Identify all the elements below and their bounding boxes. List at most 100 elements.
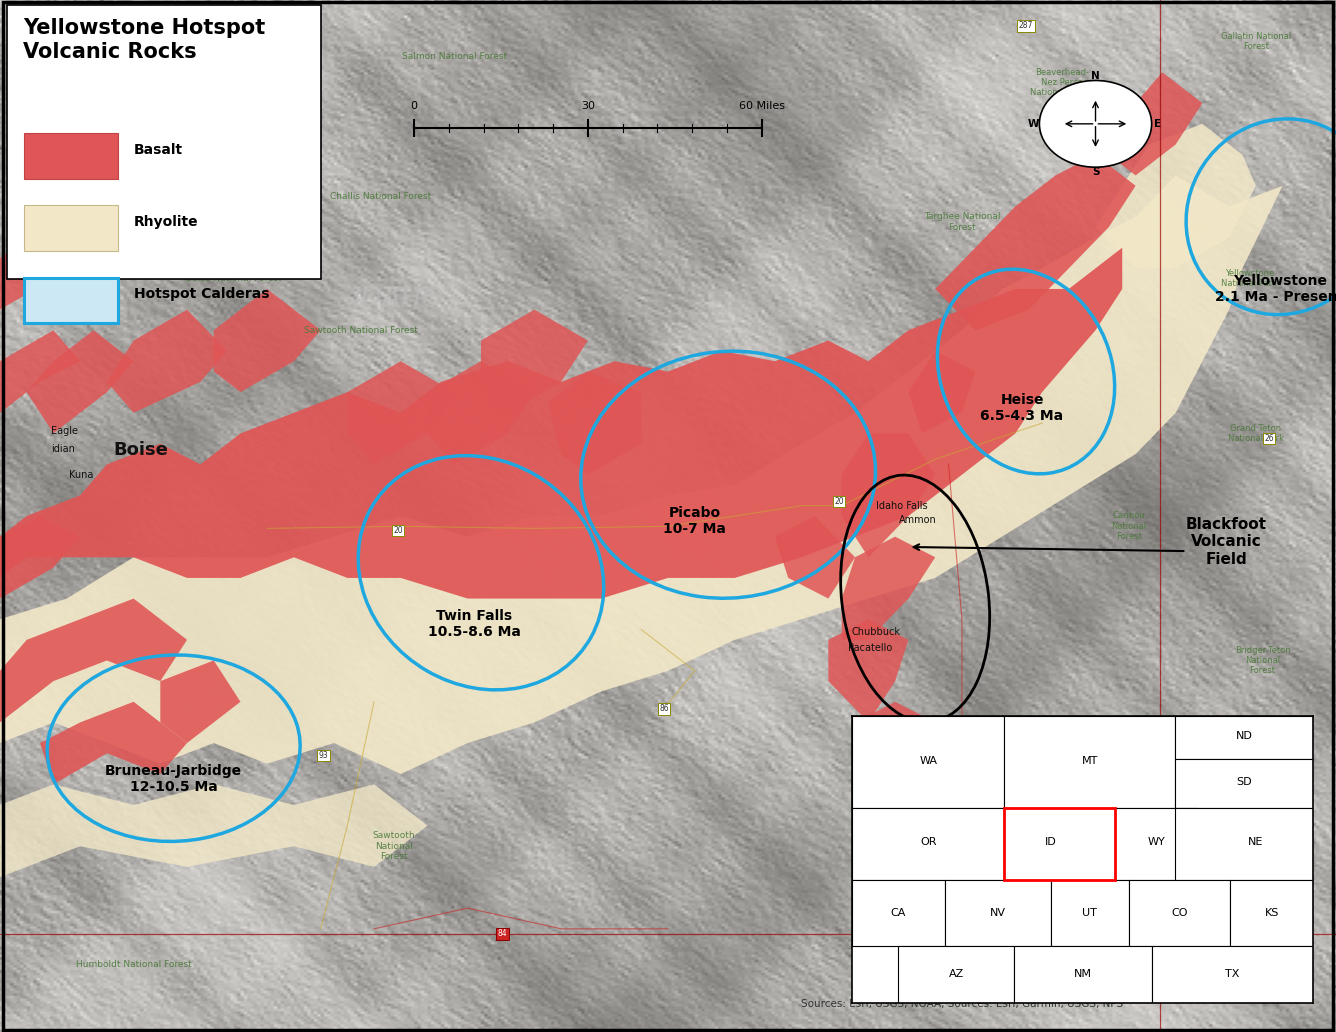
Polygon shape [828, 619, 908, 722]
Bar [1014, 945, 1152, 1003]
Text: Kuna: Kuna [69, 470, 94, 480]
Polygon shape [842, 537, 935, 640]
Bar [1005, 716, 1176, 808]
Text: 189: 189 [1092, 943, 1105, 952]
Bar [899, 945, 1014, 1003]
Polygon shape [0, 516, 80, 599]
Bar [1176, 760, 1313, 808]
Polygon shape [107, 310, 227, 413]
Text: MT: MT [1082, 755, 1098, 766]
Polygon shape [775, 516, 855, 599]
Text: Heise
6.5-4.3 Ma: Heise 6.5-4.3 Ma [981, 392, 1063, 423]
Bar [1230, 879, 1313, 945]
Text: AZ: AZ [949, 969, 963, 979]
Circle shape [1039, 80, 1152, 167]
Text: NE: NE [1248, 837, 1264, 847]
Polygon shape [0, 330, 80, 413]
Text: Boise: Boise [114, 441, 168, 459]
Text: Chubbuck: Chubbuck [851, 626, 900, 637]
Bar [1005, 808, 1116, 879]
Polygon shape [481, 310, 588, 413]
Polygon shape [855, 702, 935, 805]
Text: NM: NM [1074, 969, 1092, 979]
Text: Eagle: Eagle [51, 426, 77, 437]
Text: TX: TX [1225, 969, 1240, 979]
Text: Gallatin National
Forest: Gallatin National Forest [1221, 32, 1291, 51]
Text: 15: 15 [946, 950, 957, 959]
Polygon shape [0, 784, 428, 877]
Text: Grand Teton
National Park: Grand Teton National Park [1228, 424, 1284, 443]
Text: 0: 0 [410, 101, 418, 111]
Text: 86: 86 [659, 705, 669, 713]
Text: WA: WA [919, 755, 938, 766]
Text: Humboldt National Forest: Humboldt National Forest [76, 961, 191, 969]
Text: ND: ND [1236, 732, 1253, 741]
Text: IDAHO: IDAHO [353, 285, 444, 314]
Polygon shape [908, 351, 975, 433]
Text: N: N [1092, 71, 1100, 82]
Bar [1050, 879, 1129, 945]
Polygon shape [428, 361, 534, 464]
Text: Sources: Esri, USGS, NOAA, Sources: Esri, Garmin, USGS, NPS: Sources: Esri, USGS, NOAA, Sources: Esri… [800, 999, 1124, 1009]
Bar [24, 133, 118, 179]
Text: Picabo
10-7 Ma: Picabo 10-7 Ma [663, 506, 727, 537]
Text: Ammon: Ammon [899, 515, 937, 525]
Polygon shape [1096, 72, 1202, 175]
Text: Basalt: Basalt [134, 142, 183, 157]
Text: Sawtooth National Forest: Sawtooth National Forest [303, 326, 418, 334]
Text: Twin Falls
10.5-8.6 Ma: Twin Falls 10.5-8.6 Ma [428, 609, 521, 640]
Text: Rhyolite: Rhyolite [134, 215, 198, 229]
Text: NV: NV [990, 908, 1006, 917]
Bar [945, 879, 1050, 945]
Text: Bruneau-Jarbidge
12-10.5 Ma: Bruneau-Jarbidge 12-10.5 Ma [106, 764, 242, 795]
Polygon shape [1096, 124, 1256, 268]
Bar [1129, 879, 1230, 945]
Text: 20: 20 [834, 497, 844, 506]
Polygon shape [27, 330, 134, 433]
Text: 93: 93 [318, 751, 329, 760]
Text: 84: 84 [497, 930, 508, 938]
Polygon shape [214, 289, 321, 392]
Text: WY: WY [1148, 837, 1165, 847]
Text: S: S [1092, 166, 1100, 176]
Text: Pacatello: Pacatello [848, 643, 892, 653]
Bar [1176, 808, 1313, 879]
Text: CA: CA [891, 908, 906, 917]
Text: 26: 26 [1264, 434, 1275, 443]
Polygon shape [0, 599, 187, 722]
Text: Beaverhead-
Nez Perce
National Forest: Beaverhead- Nez Perce National Forest [1030, 68, 1094, 97]
Bar [24, 278, 118, 323]
Text: 287: 287 [1019, 22, 1033, 30]
Text: Bridger-Teton
National
Forest: Bridger-Teton National Forest [1234, 646, 1291, 675]
Bar [1152, 945, 1313, 1003]
Text: Sawtooth
National
Forest: Sawtooth National Forest [373, 832, 415, 861]
Text: CO: CO [1172, 908, 1188, 917]
Text: Challis National Forest: Challis National Forest [330, 192, 432, 200]
Bar [852, 808, 1005, 879]
Text: 30: 30 [581, 101, 595, 111]
Bar [24, 205, 118, 251]
Text: Yellowstone
National Park: Yellowstone National Park [1221, 269, 1277, 288]
Text: ID: ID [1045, 837, 1057, 847]
Text: Blackfoot
Volcanic
Field: Blackfoot Volcanic Field [1186, 517, 1267, 567]
Text: Boise National Forest: Boise National Forest [186, 275, 282, 283]
Text: Yellowstone Hotspot
Volcanic Rocks: Yellowstone Hotspot Volcanic Rocks [23, 18, 265, 62]
Polygon shape [935, 155, 1136, 330]
Polygon shape [842, 433, 935, 557]
Text: KS: KS [1265, 908, 1279, 917]
Text: 20: 20 [393, 526, 403, 535]
Bar [7, 5, 321, 279]
Text: E: E [1154, 119, 1161, 129]
Polygon shape [0, 248, 1122, 599]
Text: UT: UT [1082, 908, 1097, 917]
Polygon shape [548, 372, 641, 475]
Bar [852, 879, 945, 945]
Bar [852, 716, 1005, 808]
Polygon shape [0, 227, 80, 310]
Text: Salmon National Forest: Salmon National Forest [402, 53, 506, 61]
Polygon shape [0, 175, 1283, 774]
Text: 60 Miles: 60 Miles [739, 101, 784, 111]
Text: W: W [1027, 119, 1039, 129]
Text: idian: idian [51, 444, 75, 454]
Polygon shape [347, 361, 454, 464]
